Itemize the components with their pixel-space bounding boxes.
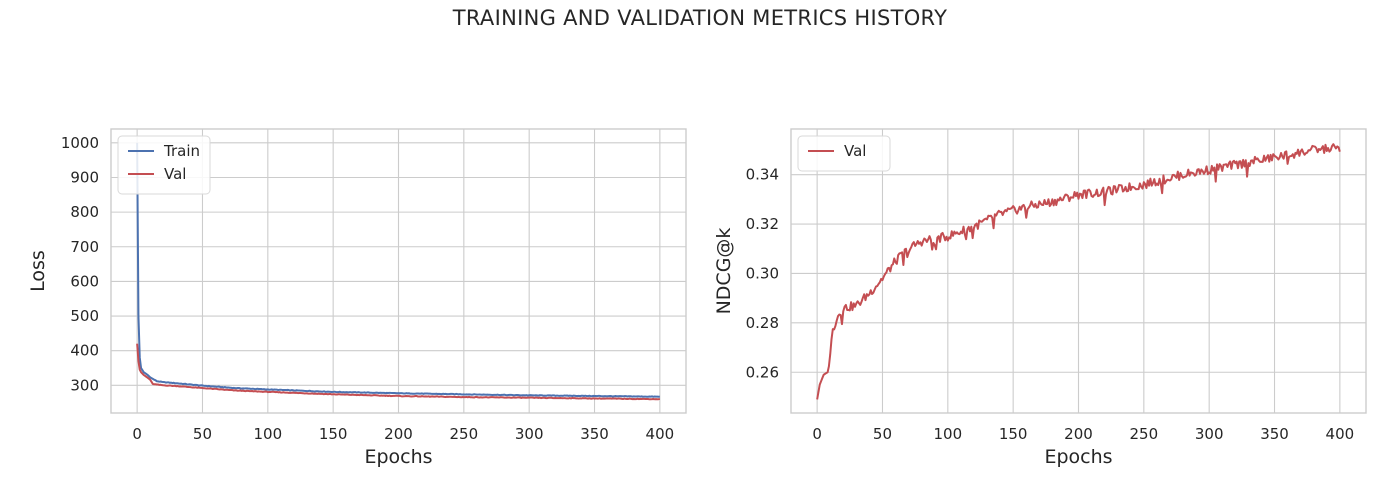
y-tick-label: 0.32: [746, 215, 779, 233]
x-tick-label: 100: [933, 425, 962, 443]
y-axis-label: NDCG@k: [713, 228, 735, 315]
plot-frame: [790, 128, 1367, 414]
series-line-val: [816, 143, 1341, 400]
legend-label-val: Val: [844, 142, 866, 160]
x-tick-label: 100: [253, 425, 282, 443]
legend-label-train: Train: [163, 142, 200, 160]
plot-frame: [110, 128, 687, 414]
x-tick-label: 350: [1260, 425, 1289, 443]
y-axis-label: Loss: [27, 250, 49, 292]
series-line-val: [136, 343, 661, 401]
x-tick-label: 150: [319, 425, 348, 443]
x-tick-label: 300: [515, 425, 544, 443]
figure-suptitle: TRAINING AND VALIDATION METRICS HISTORY: [452, 6, 948, 30]
legend: Train Val: [117, 135, 211, 195]
y-tick-label: 0.28: [746, 314, 779, 332]
y-tick-label: 800: [70, 203, 99, 221]
x-tick-label: 400: [646, 425, 675, 443]
x-tick-label: 350: [580, 425, 609, 443]
legend-box: [797, 135, 891, 172]
y-tick-label: 700: [70, 238, 99, 256]
y-tick-label: 300: [70, 376, 99, 394]
x-tick-label: 250: [1130, 425, 1159, 443]
x-tick-label: 50: [193, 425, 212, 443]
x-tick-label: 400: [1326, 425, 1355, 443]
y-tick-label: 0.30: [746, 264, 779, 282]
chart-panel-2: 0 50 100 150 200 250 300 350 400 0.26 0.28 0.30 0.32…: [713, 128, 1367, 468]
x-tick-label: 200: [384, 425, 413, 443]
x-tick-label: 200: [1064, 425, 1093, 443]
y-tick-label: 600: [70, 272, 99, 290]
x-tick-label: 300: [1195, 425, 1224, 443]
y-tick-label: 1000: [61, 134, 99, 152]
x-axis-label: Epochs: [364, 446, 432, 468]
x-tick-label: 0: [132, 425, 142, 443]
series-line-train: [136, 142, 660, 398]
y-tick-label: 0.26: [746, 363, 779, 381]
legend-label-val: Val: [164, 165, 186, 183]
x-tick-label: 150: [999, 425, 1028, 443]
x-axis-label: Epochs: [1044, 446, 1112, 468]
chart-panel-1: 0 50 100 150 200 250 300 350 400 300 400 500 600 700 8…: [27, 128, 687, 468]
y-tick-label: 400: [70, 342, 99, 360]
y-tick-label: 900: [70, 168, 99, 186]
x-tick-label: 250: [450, 425, 479, 443]
x-tick-label: 0: [812, 425, 822, 443]
y-tick-label: 0.34: [746, 166, 779, 184]
y-tick-label: 500: [70, 307, 99, 325]
x-tick-label: 50: [873, 425, 892, 443]
legend: Val: [797, 135, 891, 172]
